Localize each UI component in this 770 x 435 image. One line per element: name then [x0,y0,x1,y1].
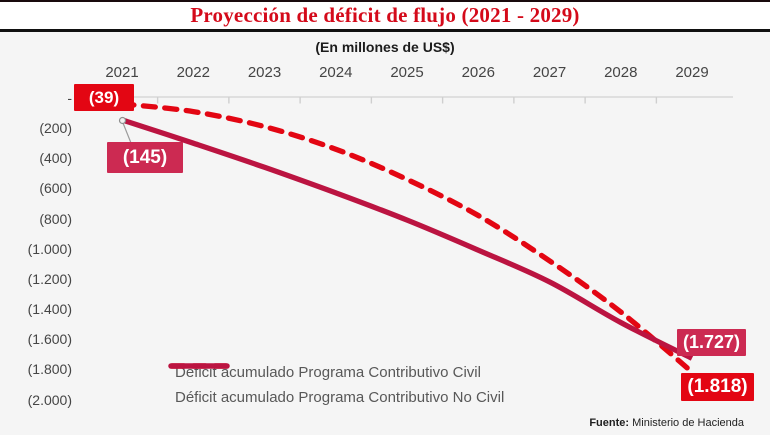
source-text: Ministerio de Hacienda [629,417,744,429]
solid-line-swatch-icon [168,363,230,369]
x-tick-label: 2029 [675,64,709,81]
legend-item-no-civil: Déficit acumulado Programa Contributivo … [168,363,505,410]
callout-nocivil-start-value: (145) [107,142,183,173]
callout-civil-start-value: (39) [74,84,134,111]
y-tick-label: (1.400) [27,301,72,318]
y-tick-label: (1.800) [27,361,72,378]
legend: Déficit acumulado Programa Contributivo … [168,360,504,410]
x-tick-label: 2024 [319,64,353,81]
legend-label-no-civil: Déficit acumulado Programa Contributivo … [175,389,505,406]
source-prefix: Fuente: [589,417,630,429]
y-tick-label: (1.200) [27,270,72,287]
x-tick-label: 2023 [247,64,282,81]
source-note: Fuente: Ministerio de Hacienda [589,417,744,429]
callout-civil-end-value: (1.818) [681,373,754,401]
page-title: Proyección de déficit de flujo (2021 - 2… [190,3,580,27]
x-tick-label: 2022 [176,64,210,81]
y-tick-label: (800) [39,210,72,227]
x-tick-label: 2026 [461,64,495,81]
chart-subtitle: (En millones de US$) [315,39,455,55]
legend-label-civil: Déficit acumulado Programa Contributivo … [175,364,481,381]
x-tick-label: 2028 [604,64,638,81]
series-start-marker [118,116,127,125]
callout-nocivil-end-value: (1.727) [677,329,746,356]
y-tick-label: - [67,90,72,106]
y-tick-label: (1.000) [27,240,72,257]
x-tick-label: 2021 [105,64,139,81]
title-bar: Proyección de déficit de flujo (2021 - 2… [0,0,770,32]
series-line-civil [119,101,695,375]
y-tick-label: (1.600) [27,331,72,348]
y-tick-label: (600) [39,180,72,197]
x-tick-label: 2025 [390,64,424,81]
y-tick-label: (400) [39,150,72,167]
y-tick-label: (200) [39,120,72,137]
callout-leader-line [122,122,132,144]
y-tick-label: (2.000) [27,391,72,408]
series-line-no-civil [121,117,694,361]
x-tick-label: 2027 [532,64,567,81]
